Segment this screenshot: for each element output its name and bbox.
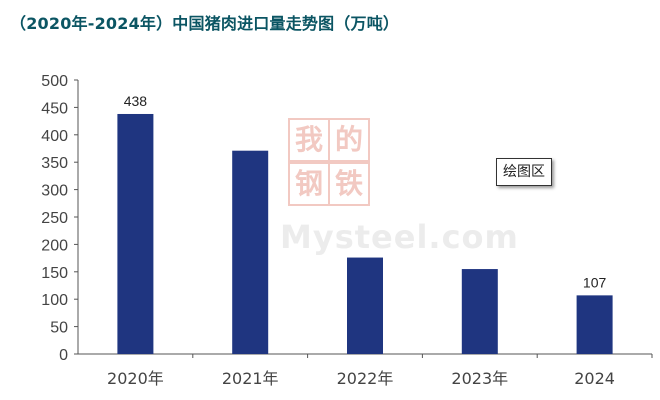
x-tick-label: 2021年 bbox=[222, 369, 279, 388]
y-tick-label: 450 bbox=[41, 100, 68, 117]
x-tick-label: 2020年 bbox=[107, 369, 164, 388]
y-tick-label: 500 bbox=[41, 73, 68, 90]
data-label: 438 bbox=[124, 93, 148, 109]
y-tick-label: 400 bbox=[41, 128, 68, 145]
bar bbox=[347, 257, 383, 354]
y-tick-label: 0 bbox=[59, 347, 68, 364]
bar bbox=[576, 295, 613, 354]
bar bbox=[461, 269, 498, 354]
data-label: 107 bbox=[583, 274, 607, 290]
plot-area-label: 绘图区 bbox=[496, 158, 552, 186]
x-tick-label: 2024 bbox=[574, 369, 615, 388]
y-tick-label: 350 bbox=[41, 155, 68, 172]
y-tick-label: 250 bbox=[41, 210, 68, 227]
chart-axes: 0 50 100 150 200 250 300 350 400 450 500 bbox=[41, 73, 653, 364]
x-tick-label: 2022年 bbox=[337, 369, 394, 388]
chart-labels: 2020年 438 2021年 2022年 2023年 2024 107 bbox=[107, 93, 615, 388]
y-tick-label: 150 bbox=[41, 265, 68, 282]
y-tick-label: 50 bbox=[50, 320, 68, 337]
y-tick-label: 100 bbox=[41, 292, 68, 309]
y-tick-label: 300 bbox=[41, 183, 68, 200]
bar bbox=[117, 113, 154, 354]
bar bbox=[232, 150, 269, 354]
chart-bars bbox=[117, 113, 613, 354]
y-tick-label: 200 bbox=[41, 237, 68, 254]
x-tick-label: 2023年 bbox=[451, 369, 508, 388]
chart-title: （2020年-2024年）中国猪肉进口量走势图（万吨） bbox=[10, 14, 400, 33]
